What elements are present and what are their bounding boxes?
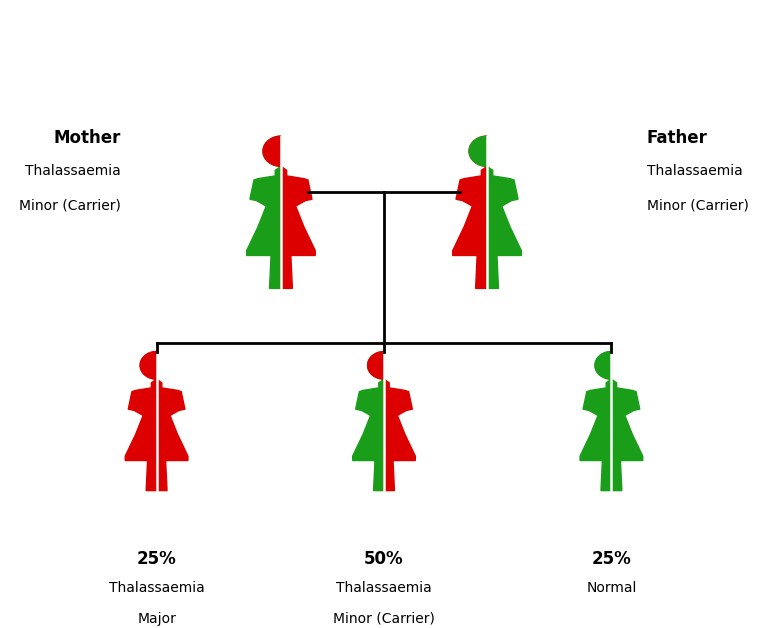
Polygon shape bbox=[580, 352, 611, 490]
Polygon shape bbox=[368, 352, 415, 490]
Text: Thalassaemia: Thalassaemia bbox=[336, 581, 432, 595]
Polygon shape bbox=[452, 136, 487, 288]
Text: Thalassaemia: Thalassaemia bbox=[109, 581, 204, 595]
Text: Normal: Normal bbox=[586, 581, 637, 595]
Text: Minor (Carrier): Minor (Carrier) bbox=[19, 198, 121, 213]
Polygon shape bbox=[469, 136, 521, 288]
Polygon shape bbox=[595, 352, 643, 490]
Text: Minor (Carrier): Minor (Carrier) bbox=[333, 612, 435, 626]
Text: 50%: 50% bbox=[364, 550, 404, 568]
Text: Major: Major bbox=[137, 612, 176, 626]
Text: 25%: 25% bbox=[137, 550, 177, 568]
Polygon shape bbox=[263, 136, 316, 288]
Polygon shape bbox=[247, 136, 281, 288]
Text: 25%: 25% bbox=[591, 550, 631, 568]
Text: Father: Father bbox=[647, 129, 708, 148]
Text: Minor (Carrier): Minor (Carrier) bbox=[647, 198, 749, 213]
Polygon shape bbox=[125, 352, 157, 490]
Text: Mother: Mother bbox=[54, 129, 121, 148]
Polygon shape bbox=[141, 352, 188, 490]
Polygon shape bbox=[353, 352, 384, 490]
Text: Thalassaemia: Thalassaemia bbox=[25, 164, 121, 178]
Text: Thalassaemia: Thalassaemia bbox=[647, 164, 743, 178]
